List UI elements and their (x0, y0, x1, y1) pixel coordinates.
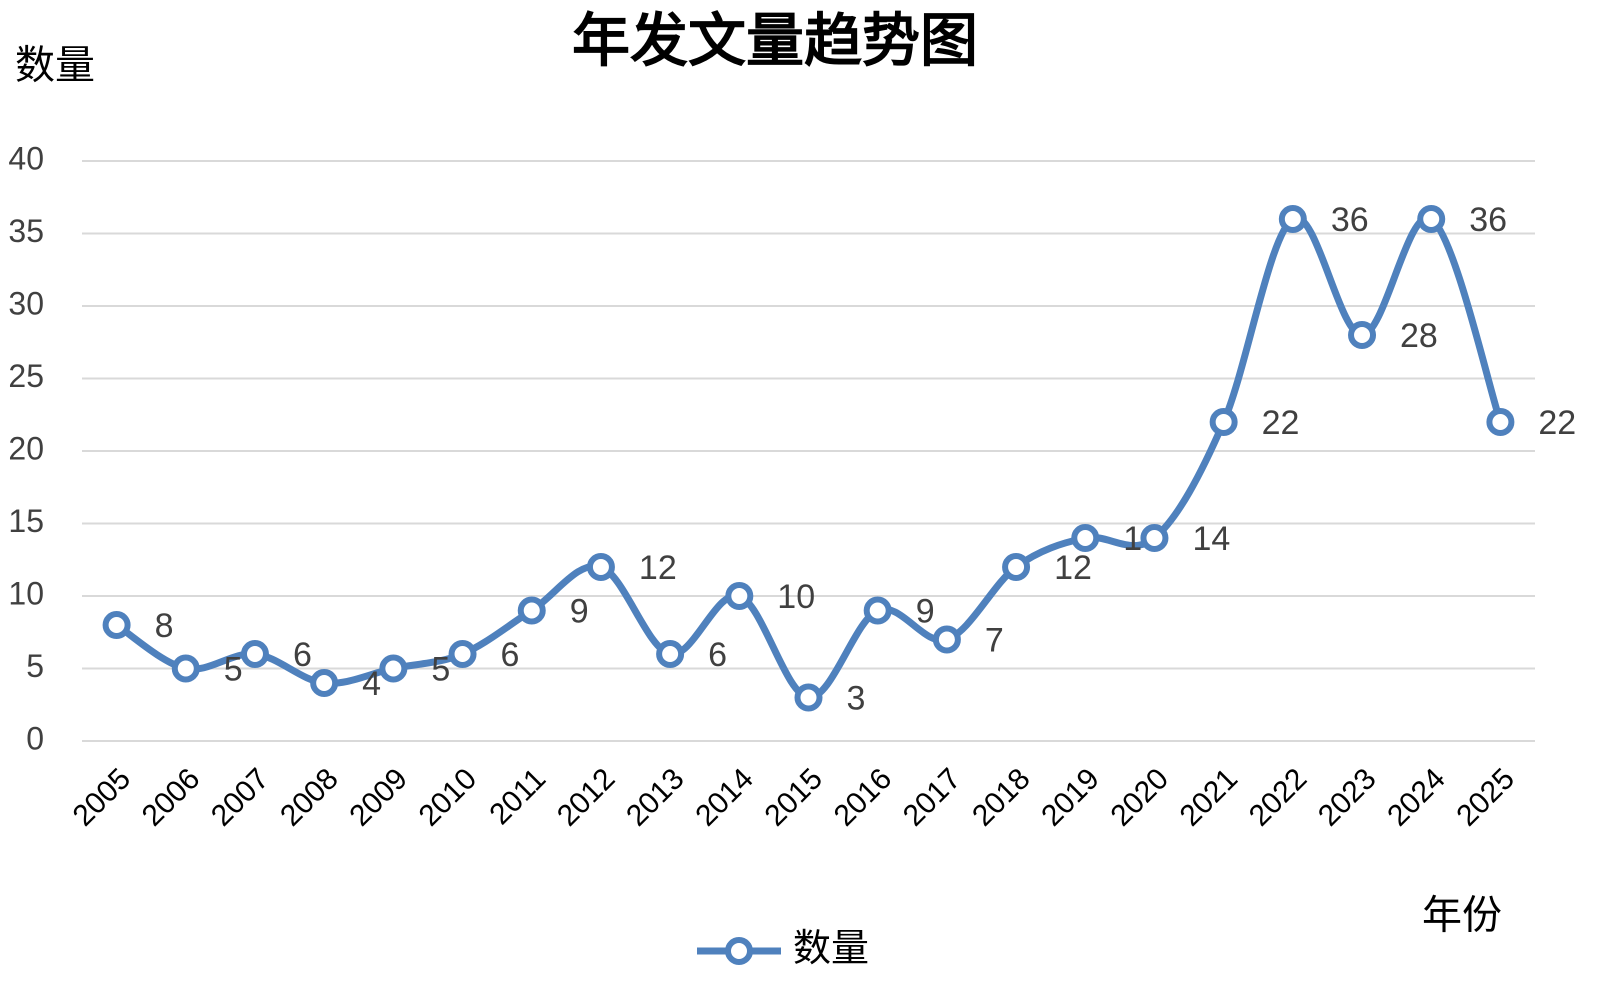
x-tick-label: 2020 (1104, 762, 1175, 833)
y-axis-label: 数量 (15, 44, 95, 88)
x-tick-label: 2025 (1450, 762, 1521, 833)
y-tick-label: 10 (8, 575, 44, 611)
data-label: 22 (1538, 404, 1576, 442)
data-label: 22 (1262, 404, 1300, 442)
line (113, 214, 1504, 701)
marker (310, 669, 339, 697)
marker (1486, 408, 1515, 436)
marker (379, 654, 408, 683)
data-label: 9 (570, 592, 589, 630)
data-label: 10 (777, 578, 815, 616)
x-axis-label: 年份 (1422, 894, 1502, 938)
data-label: 6 (708, 636, 727, 674)
marker (656, 640, 685, 668)
marker (1002, 553, 1031, 581)
marker (586, 553, 615, 581)
data-label: 36 (1469, 201, 1507, 239)
x-tick-label: 2017 (897, 762, 968, 833)
data-label: 6 (501, 636, 520, 674)
data-label: 28 (1400, 317, 1438, 355)
marker (240, 640, 269, 668)
y-tick-label: 5 (26, 648, 44, 684)
x-tick-label: 2006 (136, 762, 207, 833)
x-tick-label: 2023 (1312, 762, 1383, 833)
y-tick-label: 0 (26, 720, 44, 756)
marker (932, 625, 961, 654)
x-tick-label: 2009 (343, 762, 414, 833)
marker (794, 683, 823, 712)
marker (448, 640, 477, 668)
y-tick-label: 25 (8, 358, 44, 394)
x-tick-label: 2007 (205, 762, 276, 833)
data-label: 36 (1331, 201, 1369, 239)
data-label: 14 (1192, 520, 1230, 558)
data-label: 6 (293, 636, 312, 674)
legend-label: 数量 (793, 928, 869, 970)
x-tick-label: 2010 (413, 762, 484, 833)
y-tick-label: 30 (8, 285, 44, 321)
data-label: 12 (639, 549, 677, 587)
marker (1140, 524, 1169, 552)
marker (863, 596, 892, 625)
marker (1348, 321, 1377, 349)
x-tick-label: 2012 (551, 762, 622, 833)
data-label: 3 (847, 679, 866, 717)
marker (725, 582, 754, 610)
data-label: 5 (431, 650, 450, 688)
x-tick-label: 2022 (1243, 762, 1314, 833)
marker (1209, 408, 1238, 436)
data-label: 9 (916, 592, 935, 630)
data-label: 4 (362, 665, 381, 703)
x-tick-label: 2011 (483, 762, 552, 831)
x-tick-label: 2005 (67, 762, 138, 833)
x-tick-label: 2021 (1174, 762, 1245, 833)
chart-title: 年发文量趋势图 (572, 8, 978, 73)
marker (1417, 205, 1446, 233)
x-tick-label: 2015 (759, 762, 830, 833)
data-label: 5 (224, 650, 243, 688)
marker (102, 611, 131, 639)
marker (1071, 524, 1100, 552)
x-tick-label: 2014 (689, 762, 760, 833)
legend-marker (725, 937, 753, 965)
x-tick-label: 2018 (966, 762, 1037, 833)
x-tick-label: 2019 (1035, 762, 1106, 833)
data-label: 12 (1054, 549, 1092, 587)
y-tick-label: 20 (8, 430, 44, 466)
y-tick-label: 15 (8, 503, 44, 539)
marker (171, 654, 200, 683)
data-label: 7 (985, 621, 1004, 659)
x-tick-label: 2016 (828, 762, 899, 833)
x-tick-label: 2008 (274, 762, 345, 833)
x-tick-label: 2013 (620, 762, 691, 833)
y-tick-label: 40 (8, 140, 44, 176)
y-tick-label: 35 (8, 213, 44, 249)
x-tick-label: 2024 (1381, 762, 1452, 833)
marker (1278, 205, 1307, 233)
marker (517, 596, 546, 625)
data-label: 8 (155, 607, 174, 645)
